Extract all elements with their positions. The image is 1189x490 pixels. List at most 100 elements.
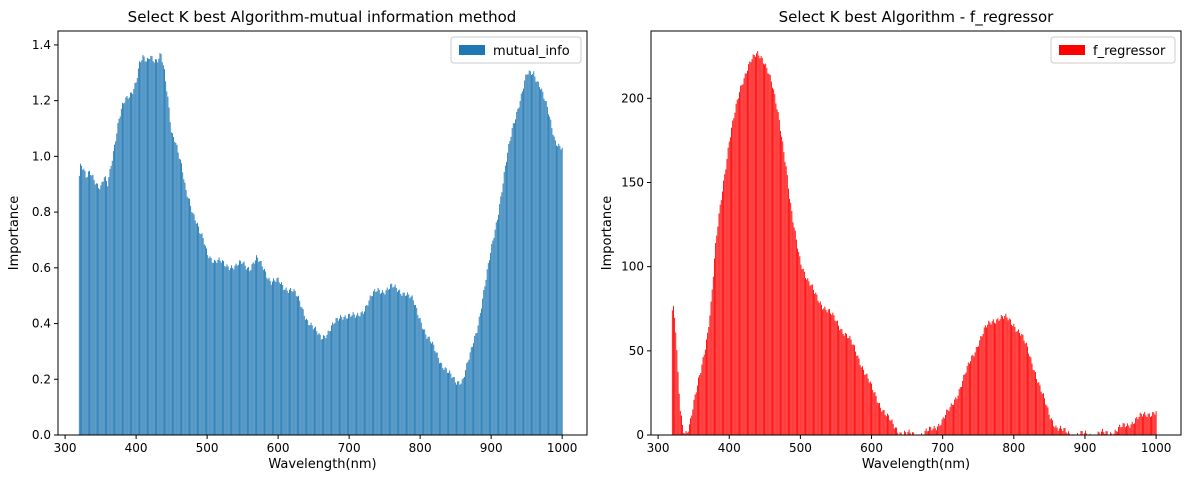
bar bbox=[848, 337, 850, 435]
bar bbox=[887, 413, 888, 435]
bar bbox=[448, 372, 449, 435]
bar bbox=[365, 305, 367, 435]
bar bbox=[169, 122, 171, 435]
bar bbox=[312, 329, 314, 435]
bar bbox=[516, 111, 518, 435]
bar bbox=[328, 331, 330, 435]
bar bbox=[852, 344, 854, 435]
bar bbox=[731, 127, 732, 435]
bar bbox=[526, 74, 528, 435]
bar bbox=[1134, 423, 1135, 435]
bar bbox=[933, 425, 935, 435]
bar bbox=[207, 255, 209, 435]
bar bbox=[378, 289, 380, 435]
bar bbox=[95, 183, 97, 435]
bar bbox=[934, 428, 936, 435]
bar bbox=[987, 324, 989, 435]
bar bbox=[938, 423, 940, 435]
bar bbox=[788, 188, 789, 435]
bar bbox=[726, 158, 728, 436]
bar bbox=[1143, 413, 1145, 435]
bar-group bbox=[671, 51, 1157, 436]
bar bbox=[685, 430, 687, 435]
bar bbox=[721, 191, 723, 435]
x-tick-label: 1000 bbox=[1141, 441, 1172, 455]
bar bbox=[279, 283, 281, 435]
bar bbox=[286, 290, 288, 435]
bar bbox=[954, 399, 956, 435]
bar bbox=[486, 269, 488, 435]
bar bbox=[335, 318, 337, 435]
bar bbox=[314, 327, 315, 435]
bar bbox=[884, 414, 886, 435]
bar bbox=[377, 287, 379, 435]
bar bbox=[767, 73, 769, 435]
legend-label: f_regressor bbox=[1093, 44, 1166, 59]
bar bbox=[303, 315, 305, 435]
bar bbox=[1137, 419, 1139, 435]
legend-box bbox=[450, 36, 582, 64]
bar bbox=[170, 132, 172, 435]
bar bbox=[1005, 313, 1007, 435]
bar bbox=[718, 213, 720, 435]
bar bbox=[888, 415, 890, 435]
bar bbox=[729, 137, 731, 436]
bar bbox=[454, 382, 456, 435]
bar bbox=[379, 293, 381, 435]
bar bbox=[558, 143, 560, 436]
bar bbox=[244, 265, 246, 435]
bar bbox=[740, 85, 742, 436]
bar bbox=[561, 147, 563, 435]
bar bbox=[1068, 431, 1069, 435]
bar bbox=[90, 175, 92, 436]
bar bbox=[236, 265, 238, 435]
bar bbox=[735, 103, 737, 435]
bar bbox=[728, 141, 730, 436]
bar bbox=[345, 318, 347, 435]
bar bbox=[840, 329, 842, 435]
bar bbox=[107, 186, 109, 435]
bar bbox=[851, 344, 853, 435]
bar bbox=[828, 309, 830, 435]
bar bbox=[956, 398, 958, 435]
bar bbox=[476, 332, 478, 435]
bar bbox=[193, 214, 195, 435]
bar bbox=[1128, 425, 1130, 435]
bar bbox=[724, 174, 726, 435]
x-tick-label: 800 bbox=[1002, 441, 1025, 455]
bar bbox=[843, 335, 845, 435]
bar bbox=[511, 127, 513, 436]
bar bbox=[275, 281, 277, 435]
bar bbox=[1060, 425, 1061, 435]
bar bbox=[466, 363, 468, 435]
bar bbox=[750, 62, 752, 436]
bar bbox=[769, 75, 771, 435]
bar bbox=[678, 393, 680, 435]
bar bbox=[996, 319, 998, 435]
bar bbox=[504, 165, 506, 436]
bar bbox=[1013, 323, 1015, 435]
legend-swatch bbox=[459, 45, 485, 55]
bar bbox=[774, 94, 776, 435]
bar bbox=[325, 338, 327, 435]
bar bbox=[1023, 340, 1025, 435]
bar bbox=[251, 264, 253, 435]
bar bbox=[123, 103, 125, 436]
bar bbox=[762, 63, 764, 436]
bar bbox=[366, 305, 368, 435]
bar bbox=[83, 168, 85, 436]
bar bbox=[344, 315, 346, 435]
bar bbox=[290, 287, 292, 435]
bar bbox=[742, 84, 744, 435]
mutual-info-chart: Select K best Algorithm-mutual informati… bbox=[7, 8, 588, 472]
bar bbox=[1000, 315, 1002, 435]
bar bbox=[1081, 430, 1083, 435]
bar bbox=[810, 284, 812, 435]
bar bbox=[1048, 414, 1050, 435]
bar bbox=[945, 414, 946, 435]
bar bbox=[891, 419, 893, 435]
bar bbox=[963, 374, 965, 435]
bar bbox=[686, 432, 688, 435]
bar bbox=[892, 423, 894, 435]
bar bbox=[704, 349, 706, 435]
